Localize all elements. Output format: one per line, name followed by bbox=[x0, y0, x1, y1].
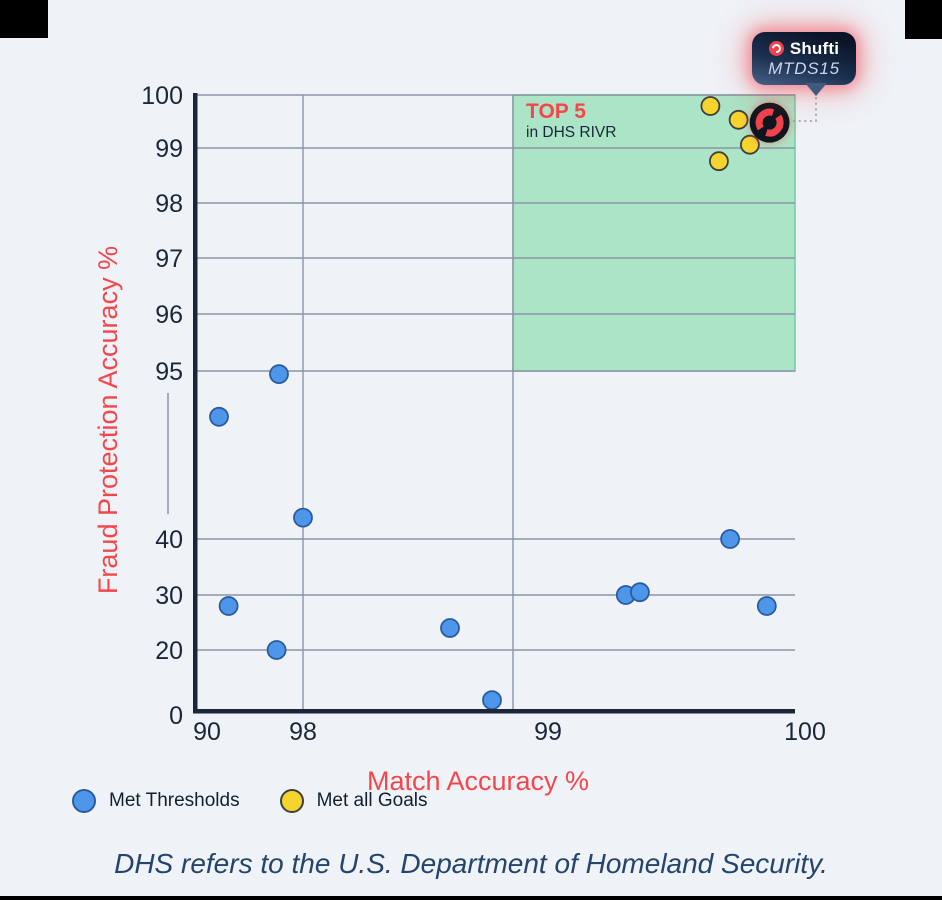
y-tick-label: 96 bbox=[155, 301, 183, 329]
legend-marker-blue-icon bbox=[72, 789, 96, 813]
crop-mark-top-left bbox=[0, 0, 48, 38]
x-tick-label: 99 bbox=[534, 718, 562, 746]
legend-label-met-thresholds: Met Thresholds bbox=[109, 790, 240, 811]
y-tick-label: 20 bbox=[155, 637, 183, 665]
data-point-met-thresholds bbox=[630, 582, 650, 603]
callout-brand: Shufti bbox=[789, 39, 840, 58]
y-tick-label: 100 bbox=[141, 82, 183, 110]
data-point-met-all-goals bbox=[700, 96, 721, 116]
legend-label-met-all-goals: Met all Goals bbox=[316, 790, 428, 811]
bottom-border-bar bbox=[0, 896, 942, 900]
shufti-logo-icon bbox=[768, 41, 784, 56]
data-point-met-thresholds bbox=[269, 364, 289, 385]
y-tick-label: 99 bbox=[155, 135, 183, 163]
legend-item-met-thresholds: Met Thresholds bbox=[72, 789, 240, 813]
legend-item-met-all-goals: Met all Goals bbox=[279, 789, 428, 813]
data-point-met-thresholds bbox=[482, 690, 502, 710]
footnote: DHS refers to the U.S. Department of Hom… bbox=[114, 848, 828, 879]
data-point-met-all-goals bbox=[728, 109, 749, 130]
chart-legend: Met Thresholds Met all Goals bbox=[72, 789, 427, 813]
legend-marker-yellow-icon bbox=[279, 789, 304, 813]
shufti-marker-logo-icon bbox=[755, 108, 784, 137]
x-tick-label: 98 bbox=[289, 718, 317, 746]
x-tick-label: 90 bbox=[193, 718, 221, 746]
data-point-met-thresholds bbox=[756, 596, 777, 616]
y-tick-label: 97 bbox=[155, 245, 183, 273]
data-point-met-thresholds bbox=[720, 529, 740, 549]
data-point-met-thresholds bbox=[293, 507, 313, 528]
y-axis-line bbox=[193, 93, 198, 713]
data-point-met-thresholds bbox=[440, 618, 460, 638]
shufti-marker bbox=[749, 102, 790, 143]
shufti-callout-badge: Shufti MTDS15 bbox=[752, 32, 856, 96]
x-axis-title: Match Accuracy % bbox=[367, 766, 589, 796]
data-point-met-thresholds bbox=[266, 640, 287, 660]
shufti-marker-disc bbox=[749, 102, 790, 143]
zone-title: TOP 5 bbox=[526, 100, 586, 123]
data-point-met-thresholds bbox=[209, 406, 229, 427]
data-point-met-all-goals bbox=[740, 134, 760, 155]
y-tick-label: 0 bbox=[169, 702, 183, 730]
y-tick-label: 30 bbox=[155, 582, 183, 610]
zone-subtitle: in DHS RIVR bbox=[526, 124, 616, 141]
data-point-met-thresholds bbox=[218, 596, 239, 616]
data-point-met-all-goals bbox=[709, 151, 729, 172]
shufti-logo-arc bbox=[769, 42, 783, 55]
callout-brand-row: Shufti bbox=[768, 39, 840, 58]
y-tick-label: 40 bbox=[155, 526, 183, 554]
crop-mark-top-right bbox=[905, 0, 942, 39]
scatter-chart: TOP 5in DHS RIVR 100 99 98 97 96 95 40 30 20 0 90 9… bbox=[93, 82, 826, 796]
x-axis-line bbox=[193, 709, 795, 714]
callout-connector-line bbox=[793, 96, 817, 122]
x-tick-label: 100 bbox=[784, 718, 826, 746]
y-axis-title: Fraud Protection Accuracy % bbox=[93, 246, 123, 594]
y-tick-label: 95 bbox=[155, 358, 183, 386]
callout-model: MTDS15 bbox=[768, 59, 840, 78]
y-tick-label: 98 bbox=[155, 190, 183, 218]
